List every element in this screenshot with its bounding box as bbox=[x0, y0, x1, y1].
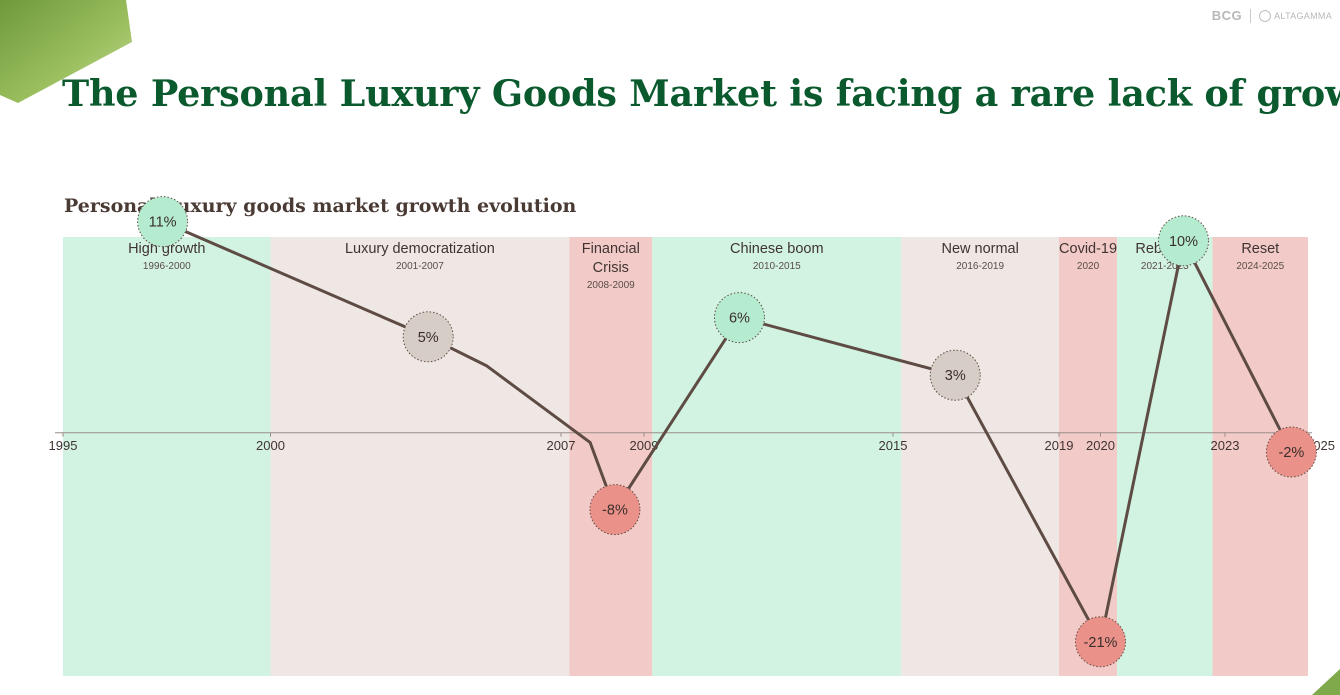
data-label: 3% bbox=[945, 368, 966, 384]
data-point-marker bbox=[1158, 215, 1209, 267]
period-years-7: 2024-2025 bbox=[1236, 261, 1284, 272]
page-title: The Personal Luxury Goods Market is faci… bbox=[62, 72, 1340, 115]
data-point-marker bbox=[713, 292, 765, 344]
period-years-1: 2001-2007 bbox=[396, 261, 444, 272]
period-label-7: Reset 2024-2025 bbox=[1236, 241, 1284, 272]
data-point-0: 11% bbox=[137, 196, 189, 248]
x-tick-label-2: 2007 bbox=[547, 438, 576, 453]
data-point-4: -8% bbox=[589, 484, 641, 536]
data-point-marker bbox=[137, 196, 189, 248]
partner-logo: ALTAGAMMA bbox=[1259, 9, 1332, 22]
data-point-marker bbox=[929, 349, 981, 401]
period-name-2: Crisis bbox=[593, 260, 629, 276]
data-point-7: -21% bbox=[1075, 616, 1126, 668]
data-label: -8% bbox=[602, 503, 628, 519]
data-point-1: 5% bbox=[402, 311, 454, 363]
period-name-7: Reset bbox=[1241, 241, 1279, 257]
data-label: 6% bbox=[729, 311, 750, 327]
period-name-0: High growth bbox=[128, 241, 205, 257]
period-band-0 bbox=[63, 237, 271, 676]
data-point-marker bbox=[1265, 426, 1317, 478]
period-label-0: High growth 1996-2000 bbox=[128, 241, 205, 272]
period-band-1 bbox=[270, 237, 570, 676]
data-point-marker bbox=[589, 484, 641, 536]
data-point-marker bbox=[1075, 616, 1126, 668]
x-tick-label-5: 2019 bbox=[1045, 438, 1074, 453]
data-point-8: 10% bbox=[1158, 215, 1209, 267]
brand-logos: BCG ALTAGAMMA bbox=[1212, 8, 1332, 23]
period-years-6: 2021-2023 bbox=[1141, 261, 1189, 272]
data-point-5: 6% bbox=[713, 292, 765, 344]
period-years-4: 2016-2019 bbox=[956, 261, 1004, 272]
data-label: -21% bbox=[1084, 635, 1118, 651]
data-label: 10% bbox=[1169, 234, 1198, 250]
period-band-3 bbox=[652, 237, 902, 676]
x-tick-label-3: 2009 bbox=[630, 438, 659, 453]
bcg-logo: BCG bbox=[1211, 8, 1243, 23]
period-label-4: New normal 2016-2019 bbox=[941, 241, 1018, 272]
x-tick-label-4: 2015 bbox=[879, 438, 908, 453]
period-years-0: 1996-2000 bbox=[143, 261, 191, 272]
data-point-9: -2% bbox=[1265, 426, 1317, 478]
x-tick-label-1: 2000 bbox=[256, 438, 285, 453]
period-name-4: New normal bbox=[941, 241, 1018, 257]
x-tick-label-0: 1995 bbox=[49, 438, 78, 453]
partner-logo-text: ALTAGAMMA bbox=[1274, 10, 1332, 21]
period-years-2: 2008-2009 bbox=[587, 280, 635, 291]
period-years-3: 2010-2015 bbox=[753, 261, 801, 272]
x-tick-label-7: 2023 bbox=[1211, 438, 1240, 453]
period-name-5: Covid-19 bbox=[1059, 241, 1117, 257]
logo-separator bbox=[1250, 8, 1252, 23]
period-name-1: Luxury democratization bbox=[345, 241, 495, 257]
period-years-5: 2020 bbox=[1077, 261, 1100, 272]
period-label-5: Covid-19 2020 bbox=[1059, 241, 1117, 272]
period-band-6 bbox=[1117, 237, 1213, 676]
period-name-3: Chinese boom bbox=[730, 241, 824, 257]
data-point-6: 3% bbox=[929, 349, 981, 401]
data-label: 5% bbox=[418, 330, 439, 346]
growth-line bbox=[161, 220, 1293, 644]
partner-logo-icon bbox=[1259, 9, 1272, 22]
data-label: 11% bbox=[149, 215, 177, 231]
data-point-marker bbox=[402, 311, 454, 363]
data-label: -2% bbox=[1279, 445, 1305, 461]
period-band-4 bbox=[901, 237, 1059, 676]
period-label-1: Luxury democratization 2001-2007 bbox=[345, 241, 495, 272]
leaf-decoration bbox=[0, 0, 132, 103]
period-label-3: Chinese boom 2010-2015 bbox=[730, 241, 824, 272]
chart-title: Personal Luxury goods market growth evol… bbox=[64, 195, 577, 217]
x-tick-label-6: 2020 bbox=[1086, 438, 1115, 453]
leaf-decoration-corner bbox=[1312, 669, 1340, 695]
period-name-2: Financial bbox=[582, 241, 640, 257]
period-band-2 bbox=[569, 237, 653, 676]
period-label-2: Financial Crisis 2008-2009 bbox=[582, 241, 640, 291]
